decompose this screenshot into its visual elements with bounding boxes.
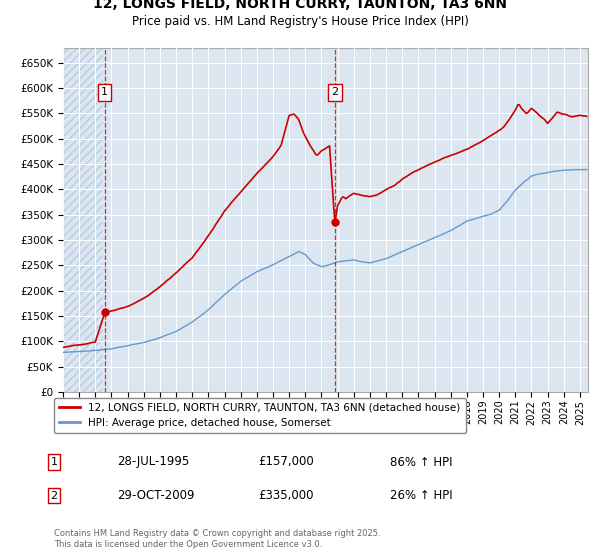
Text: 2: 2 — [50, 491, 58, 501]
Legend: 12, LONGS FIELD, NORTH CURRY, TAUNTON, TA3 6NN (detached house), HPI: Average pr: 12, LONGS FIELD, NORTH CURRY, TAUNTON, T… — [54, 398, 466, 433]
Text: Price paid vs. HM Land Registry's House Price Index (HPI): Price paid vs. HM Land Registry's House … — [131, 15, 469, 28]
Bar — [63, 48, 103, 392]
Text: 29-OCT-2009: 29-OCT-2009 — [117, 489, 194, 502]
Text: 1: 1 — [101, 87, 108, 97]
Text: 1: 1 — [50, 457, 58, 467]
Text: £157,000: £157,000 — [258, 455, 314, 469]
Text: 86% ↑ HPI: 86% ↑ HPI — [390, 455, 452, 469]
Text: 26% ↑ HPI: 26% ↑ HPI — [390, 489, 452, 502]
Text: £335,000: £335,000 — [258, 489, 314, 502]
Text: Contains HM Land Registry data © Crown copyright and database right 2025.
This d: Contains HM Land Registry data © Crown c… — [54, 529, 380, 549]
Text: 28-JUL-1995: 28-JUL-1995 — [117, 455, 189, 469]
Text: 12, LONGS FIELD, NORTH CURRY, TAUNTON, TA3 6NN: 12, LONGS FIELD, NORTH CURRY, TAUNTON, T… — [93, 0, 507, 11]
Text: 2: 2 — [331, 87, 338, 97]
